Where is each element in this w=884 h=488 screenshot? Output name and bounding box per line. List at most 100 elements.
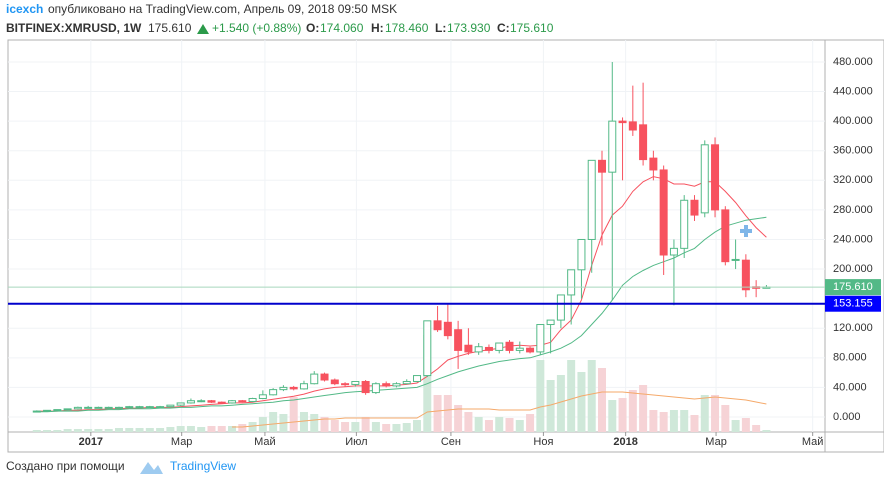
candle-body xyxy=(217,401,226,404)
volume-bar xyxy=(639,385,648,432)
candle-body xyxy=(484,346,493,351)
volume-bar xyxy=(114,428,123,432)
candle-body xyxy=(341,383,350,386)
candle-body xyxy=(556,294,565,321)
candle-body xyxy=(166,404,175,408)
candle-body xyxy=(577,238,586,271)
author: icexch xyxy=(6,2,43,16)
y-tick-label: 80.000 xyxy=(833,352,867,364)
candle-body xyxy=(639,124,648,161)
volume-bar xyxy=(310,414,319,432)
candle-body xyxy=(690,199,699,216)
x-tick-label: Май xyxy=(802,436,824,448)
volume-bar xyxy=(731,420,740,432)
h-value: 178.460 xyxy=(385,21,429,35)
volume-bar xyxy=(402,423,411,432)
volume-bar xyxy=(228,426,237,432)
x-tick-label: Июл xyxy=(345,436,367,448)
volume-bar xyxy=(567,360,576,432)
volume-bar xyxy=(371,422,380,432)
candle-body xyxy=(43,409,52,412)
volume-bar xyxy=(628,390,637,432)
candle-body xyxy=(669,247,678,256)
volume-bar xyxy=(63,429,72,432)
volume-bar xyxy=(186,426,195,432)
volume-bar xyxy=(207,426,216,432)
candle-body xyxy=(258,394,267,399)
volume-bar xyxy=(104,429,113,432)
volume-bar xyxy=(597,368,606,432)
volume-bar xyxy=(289,397,298,432)
o-value: 174.060 xyxy=(320,21,364,35)
volume-bar xyxy=(145,428,154,432)
symbol: BITFINEX:XMRUSD, 1W xyxy=(6,21,142,35)
y-tick-label: 320.000 xyxy=(833,174,873,186)
candle-body xyxy=(330,379,339,385)
volume-bar xyxy=(680,410,689,432)
volume-bar xyxy=(176,426,185,432)
price-label: 153.155 xyxy=(833,298,873,310)
change: +1.540 (+0.88%) xyxy=(212,21,301,35)
y-tick-label: 120.000 xyxy=(833,322,873,334)
o-label: O: xyxy=(306,21,319,35)
candle-body xyxy=(279,386,288,391)
volume-bar xyxy=(711,395,720,432)
y-tick-label: 280.000 xyxy=(833,204,873,216)
x-tick-label: 2017 xyxy=(79,436,103,448)
volume-bar xyxy=(299,412,308,432)
candle-body xyxy=(156,406,165,409)
volume-bar xyxy=(515,420,524,432)
candle-body xyxy=(310,373,319,385)
c-value: 175.610 xyxy=(510,21,554,35)
volume-bar xyxy=(752,425,761,432)
price-label-box xyxy=(825,295,881,312)
cursor-icon xyxy=(740,225,752,237)
candle-body xyxy=(269,389,278,396)
candle-body xyxy=(248,397,257,402)
candle-body xyxy=(711,144,720,211)
candle-body xyxy=(628,121,637,131)
frame xyxy=(7,39,884,453)
volume-bar xyxy=(474,417,483,432)
candle-body xyxy=(515,347,524,351)
volume-bar xyxy=(125,428,134,432)
candle-body xyxy=(392,383,401,387)
volume-bar xyxy=(258,417,267,432)
y-tick-label: 200.000 xyxy=(833,263,873,275)
candle-body xyxy=(32,410,41,413)
candle-body xyxy=(567,269,576,296)
footer-brand: TradingView xyxy=(170,459,236,473)
x-tick-label: Сен xyxy=(441,436,461,448)
candle-body xyxy=(433,320,442,331)
h-label: H: xyxy=(371,21,384,35)
candle-body xyxy=(464,344,473,353)
candle-body xyxy=(135,406,144,409)
volume-bar xyxy=(217,426,226,432)
volume-bar xyxy=(433,395,442,432)
candle-body xyxy=(84,406,93,409)
volume-bar xyxy=(556,375,565,432)
candle-body xyxy=(197,400,206,403)
volume-bar xyxy=(84,429,93,432)
candle-body xyxy=(454,329,463,351)
volume-bar xyxy=(464,412,473,432)
published: опубликовано на TradingView.com, Апрель … xyxy=(48,2,397,16)
volume-bar xyxy=(546,380,555,432)
candle-body xyxy=(731,258,740,261)
candle-body xyxy=(63,408,72,411)
volume-bar xyxy=(484,420,493,432)
volume-bar xyxy=(269,412,278,432)
volume-bar xyxy=(330,420,339,432)
candle-body xyxy=(94,406,103,409)
candle-body xyxy=(505,341,514,351)
candle-body xyxy=(741,259,750,291)
candle-body xyxy=(526,347,535,353)
candle-body xyxy=(382,383,391,387)
volume-bar xyxy=(536,360,545,432)
candle-body xyxy=(320,373,329,381)
l-value: 173.930 xyxy=(447,21,491,35)
candle-body xyxy=(289,386,298,390)
candle-body xyxy=(402,380,411,385)
